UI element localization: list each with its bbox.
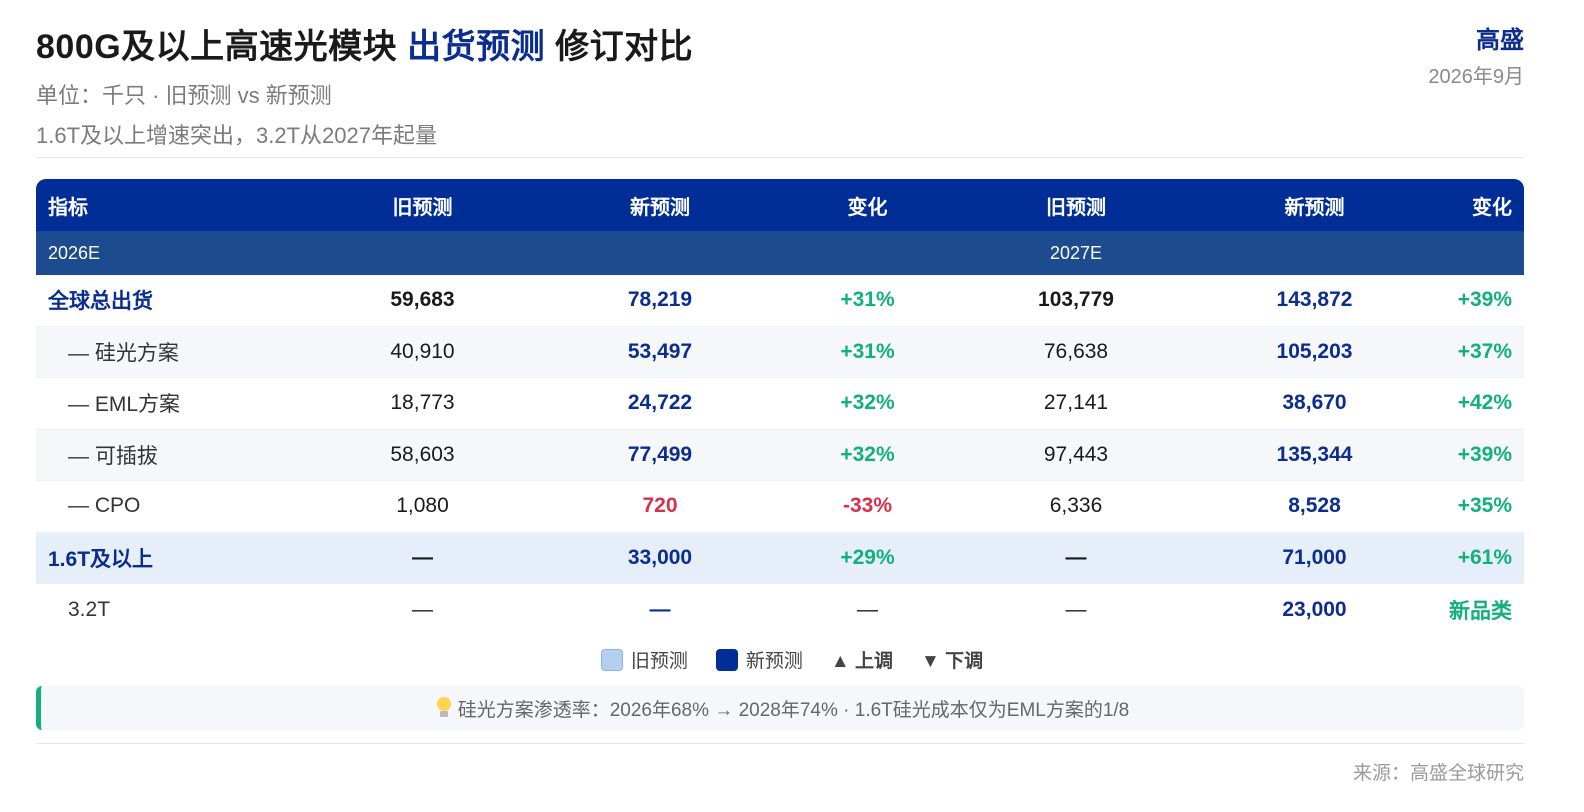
cell-old-2027: 6,336 [1049, 494, 1103, 518]
note-callout: 硅光方案渗透率：2026年68% → 2028年74% · 1.6T硅光成本仅为… [36, 686, 1524, 730]
legend-new-label: 新预测 [745, 651, 803, 672]
report-header: 800G及以上高速光模块 出货预测 修订对比 单位：千只 · 旧预测 vs 新预… [36, 26, 1524, 156]
page-title: 800G及以上高速光模块 出货预测 修订对比 [36, 26, 1524, 68]
table-row: 全球总出货 59,683 78,219 +31% 103,779 143,872… [36, 275, 1524, 327]
cell-new-2027: 105,203 [1276, 339, 1353, 363]
cell-change-2027: +39% [1457, 288, 1512, 312]
col-header-change-2027: 变化 [1472, 196, 1512, 219]
period-header: 2026E 2027E [36, 231, 1524, 275]
cell-change-2026: +32% [840, 391, 895, 415]
cell-new-2027: 38,670 [1282, 391, 1347, 415]
row-label: — 硅光方案 [68, 341, 179, 365]
cell-change-2027: +39% [1457, 442, 1512, 466]
row-label: — 可插拔 [68, 444, 158, 468]
cell-old-2027: 27,141 [1043, 391, 1109, 415]
cell-new-2026: 53,497 [627, 339, 693, 363]
lightbulb-icon [436, 697, 452, 719]
cell-new-2026: 78,219 [627, 288, 693, 312]
row-label: — CPO [68, 494, 141, 518]
legend-swatch-old [600, 648, 623, 671]
cell-old-2026: — [412, 597, 433, 621]
cell-old-2026: 59,683 [390, 288, 455, 312]
cell-old-2026: 40,910 [390, 339, 455, 363]
forecast-table: 指标 旧预测 新预测 变化 旧预测 新预测 变化 2026E 2027E 全球总… [36, 179, 1524, 636]
cell-new-2027: 23,000 [1282, 597, 1347, 621]
title-highlight: 出货预测 [407, 28, 546, 66]
cell-new-2026: 33,000 [627, 545, 693, 569]
cell-change-2027: 新品类 [1449, 599, 1512, 623]
header-divider [36, 157, 1524, 158]
legend-new: 新预测 [715, 646, 803, 673]
col-header-old-2026: 旧预测 [392, 196, 453, 219]
table-row: — 可插拔 58,603 77,499 +32% 97,443 135,344 … [36, 429, 1524, 481]
cell-new-2026: — [649, 597, 671, 621]
col-header-change-2026: 变化 [847, 196, 888, 219]
source-citation: 来源：高盛全球研究 [1352, 763, 1524, 784]
cell-old-2026: 58,603 [390, 442, 455, 466]
cell-old-2027: — [1065, 545, 1087, 569]
cell-change-2026: +31% [840, 288, 895, 312]
report-date: 2026年9月 [1428, 66, 1524, 88]
row-label: — EML方案 [68, 393, 181, 417]
row-label: 3.2T [68, 597, 111, 621]
cell-change-2027: +37% [1457, 339, 1512, 363]
cell-old-2026: 18,773 [390, 391, 455, 415]
cell-new-2027: 8,528 [1288, 494, 1341, 518]
cell-old-2027: — [1065, 597, 1087, 621]
footer-divider [36, 743, 1524, 744]
subtitle-summary: 1.6T及以上增速突出，3.2T从2027年起量 [36, 123, 437, 148]
row-label: 全球总出货 [48, 290, 153, 314]
legend: 旧预测 新预测 ▲ 上调 ▼ 下调 [0, 646, 1584, 673]
table-row: — CPO 1,080 720 -33% 6,336 8,528 +35% [36, 481, 1524, 533]
cell-old-2027: 97,443 [1043, 442, 1109, 466]
cell-change-2027: +42% [1457, 391, 1512, 415]
col-header-new-2026: 新预测 [630, 196, 690, 219]
legend-swatch-new [715, 648, 738, 671]
col-header-old-2027: 旧预测 [1046, 196, 1106, 219]
cell-old-2027: 76,638 [1043, 339, 1109, 363]
cell-change-2026: — [857, 597, 878, 621]
cell-new-2026: 24,722 [627, 391, 693, 415]
cell-new-2026: 77,499 [627, 442, 693, 466]
cell-change-2026: +32% [840, 442, 895, 466]
col-header-metric: 指标 [48, 196, 88, 219]
title-prefix: 800G及以上高速光模块 [36, 28, 408, 66]
table-row: — 硅光方案 40,910 53,497 +31% 76,638 105,203… [36, 326, 1524, 378]
period-2027: 2027E [1049, 242, 1103, 263]
brand-block: 高盛 2026年9月 [1428, 26, 1524, 90]
brand-name: 高盛 [1476, 27, 1524, 54]
note-text: 硅光方案渗透率：2026年68% → 2028年74% · 1.6T硅光成本仅为… [457, 699, 1130, 721]
cell-old-2026: 1,080 [396, 494, 449, 518]
table-row: 3.2T — — — — 23,000 新品类 [36, 584, 1524, 636]
col-header-new-2027: 新预测 [1284, 196, 1345, 219]
cell-change-2026: +31% [840, 339, 895, 363]
legend-old: 旧预测 [600, 646, 688, 673]
cell-old-2026: — [412, 545, 433, 569]
cell-change-2027: +61% [1457, 545, 1512, 569]
period-2026: 2026E [48, 242, 101, 263]
table-header: 指标 旧预测 新预测 变化 旧预测 新预测 变化 [36, 179, 1524, 231]
legend-up: ▲ 上调 [830, 651, 894, 672]
cell-old-2027: 103,779 [1038, 288, 1114, 312]
cell-new-2027: 143,872 [1276, 288, 1353, 312]
cell-change-2027: +35% [1457, 494, 1512, 518]
legend-down: ▼ 下调 [921, 651, 984, 672]
title-suffix: 修订对比 [545, 28, 694, 66]
table-row: 1.6T及以上 — 33,000 +29% — 71,000 +61% [36, 532, 1524, 584]
cell-new-2027: 71,000 [1282, 545, 1347, 569]
cell-new-2027: 135,344 [1276, 442, 1353, 466]
row-label: 1.6T及以上 [48, 547, 154, 571]
legend-old-label: 旧预测 [630, 651, 688, 672]
cell-change-2026: -33% [842, 494, 893, 518]
cell-new-2026: 720 [642, 494, 678, 518]
subtitle-units: 单位：千只 · 旧预测 vs 新预测 [36, 83, 332, 108]
table-row: — EML方案 18,773 24,722 +32% 27,141 38,670… [36, 378, 1524, 430]
cell-change-2026: +29% [840, 545, 895, 569]
